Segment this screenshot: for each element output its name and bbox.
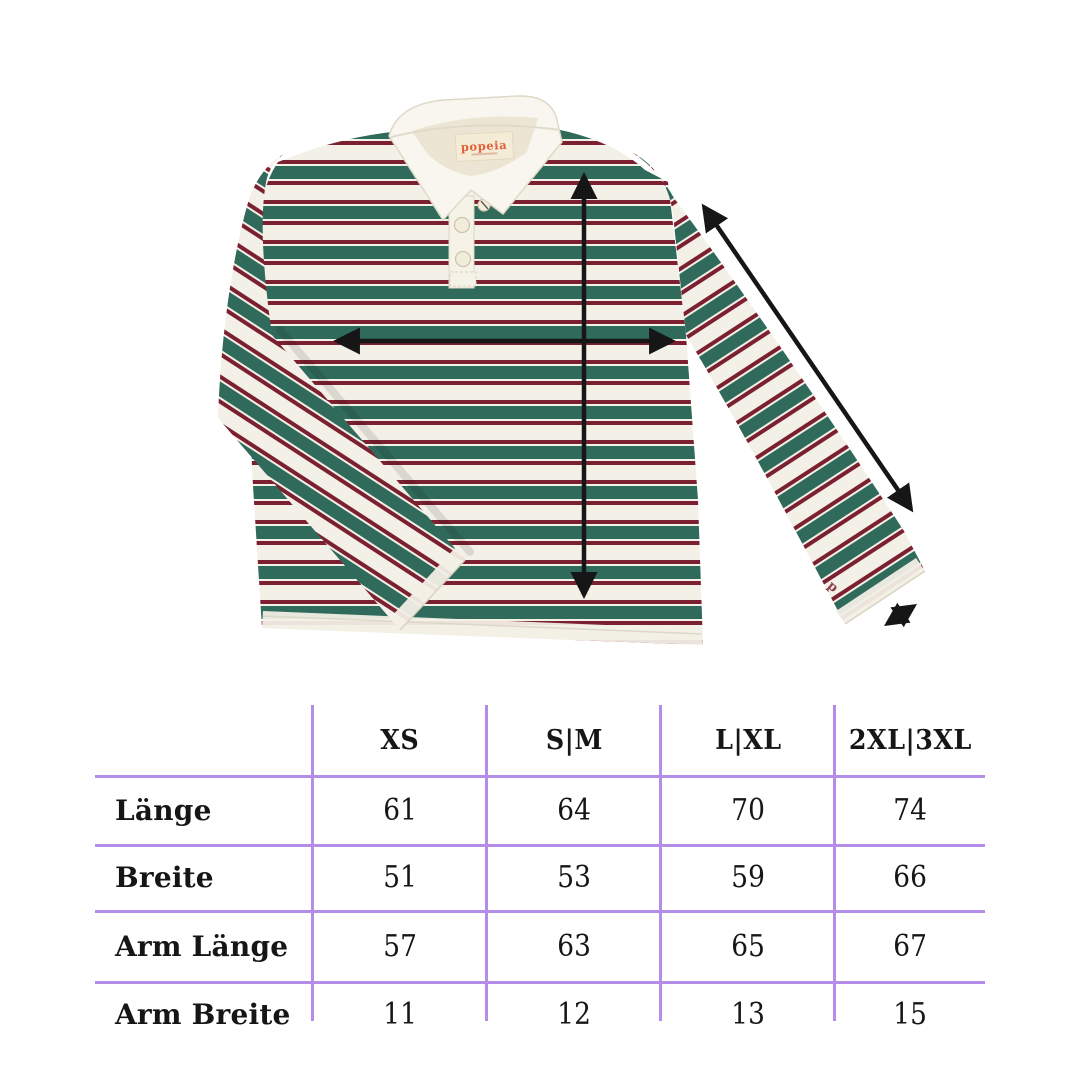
value: 15 [893,997,927,1032]
value: 59 [731,860,765,895]
table-grid-hline [95,981,985,984]
table-grid-vline [311,705,314,1021]
value: 64 [557,792,591,828]
table-grid-hline [95,775,985,778]
row-label-laenge: Länge [95,776,313,845]
shirt-body [249,129,703,645]
value: 11 [383,997,417,1032]
value: 70 [731,792,765,828]
collar-fold-line [390,124,561,138]
value: 67 [893,928,927,964]
left-sleeve-shadow [276,326,474,556]
row-label-breite: Breite [95,845,313,911]
table-grid-vline [485,705,488,1021]
value: 13 [731,997,765,1032]
hem-stitch [262,615,703,635]
table-value: 57 [313,911,487,982]
table-value: 12 [487,982,661,1048]
table-grid-vline [659,705,662,1021]
row-label: Länge [115,793,212,827]
column-header-label: L|XL [714,725,782,756]
collar: popeia [388,95,563,221]
column-header-s-m: S|M [487,705,661,776]
placket-stitch-box [449,271,477,287]
corner-cell [95,705,313,776]
value: 12 [557,997,591,1032]
row-label-arm-laenge: Arm Länge [95,911,313,982]
column-header-xs: XS [313,705,487,776]
brand-label: popeia [460,138,507,154]
table-grid-hline [95,910,985,913]
neck-label-subtext [471,152,498,156]
table-value: 13 [661,982,835,1048]
left-cuff-band [390,548,465,630]
shirt-illustration: p popeia [218,95,926,645]
right-cuff-band [836,558,925,624]
table-value: 61 [313,776,487,845]
hem-band [262,611,703,645]
column-header-2xl-3xl: 2XL|3XL [835,705,985,776]
table-value: 53 [487,845,661,911]
table-value: 74 [835,776,985,845]
table-value: 64 [487,776,661,845]
arm-width-arrow [884,602,917,628]
value: 57 [383,928,417,964]
table-grid-vline [833,705,836,1021]
placket [448,195,491,289]
column-header-l-xl: L|XL [661,705,835,776]
table-grid-hline [95,844,985,847]
column-header-label: 2XL|3XL [848,725,972,756]
row-label: Arm Breite [115,998,291,1031]
table-value: 67 [835,911,985,982]
right-cuff-edge [844,570,926,625]
table-value: 51 [313,845,487,911]
table-value: 65 [661,911,835,982]
placket-button [454,250,472,268]
buttonhole [480,200,489,210]
value: 63 [557,928,591,964]
table-value: 15 [835,982,985,1048]
value: 74 [893,792,927,828]
value: 51 [383,860,417,895]
table-value: 63 [487,911,661,982]
column-header-label: XS [380,725,420,756]
placket-button [453,216,471,234]
neck-label-tag [455,131,514,162]
row-label: Breite [115,861,214,894]
table-value: 70 [661,776,835,845]
column-header-label: S|M [545,725,603,756]
measurement-arrows [332,171,917,628]
size-table-grid: XS S|M L|XL 2XL|3XL Länge 61 64 70 74 Br… [95,705,985,1048]
row-label: Arm Länge [115,929,289,963]
value: 61 [383,792,417,828]
row-label-arm-breite: Arm Breite [95,982,313,1048]
table-value: 59 [661,845,835,911]
size-table: XS S|M L|XL 2XL|3XL Länge 61 64 70 74 Br… [95,705,985,1070]
left-sleeve [218,154,465,630]
neck-label: popeia [455,131,514,162]
value: 65 [731,928,765,964]
value: 53 [557,860,591,895]
arm-length-arrow [701,203,914,513]
table-value: 66 [835,845,985,911]
value: 66 [893,860,927,895]
left-cuff-edge [399,559,466,631]
table-value: 11 [313,982,487,1048]
